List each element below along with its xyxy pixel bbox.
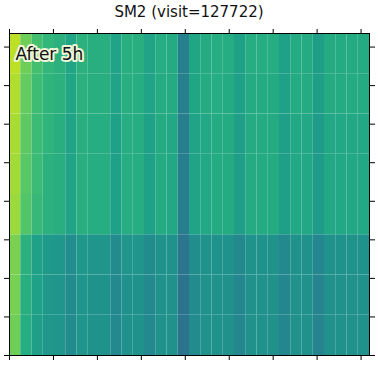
svg-text:After 5h: After 5h (16, 44, 84, 64)
html-text:SM2 (visit=127722): SM2 (visit=127722) (114, 3, 264, 21)
